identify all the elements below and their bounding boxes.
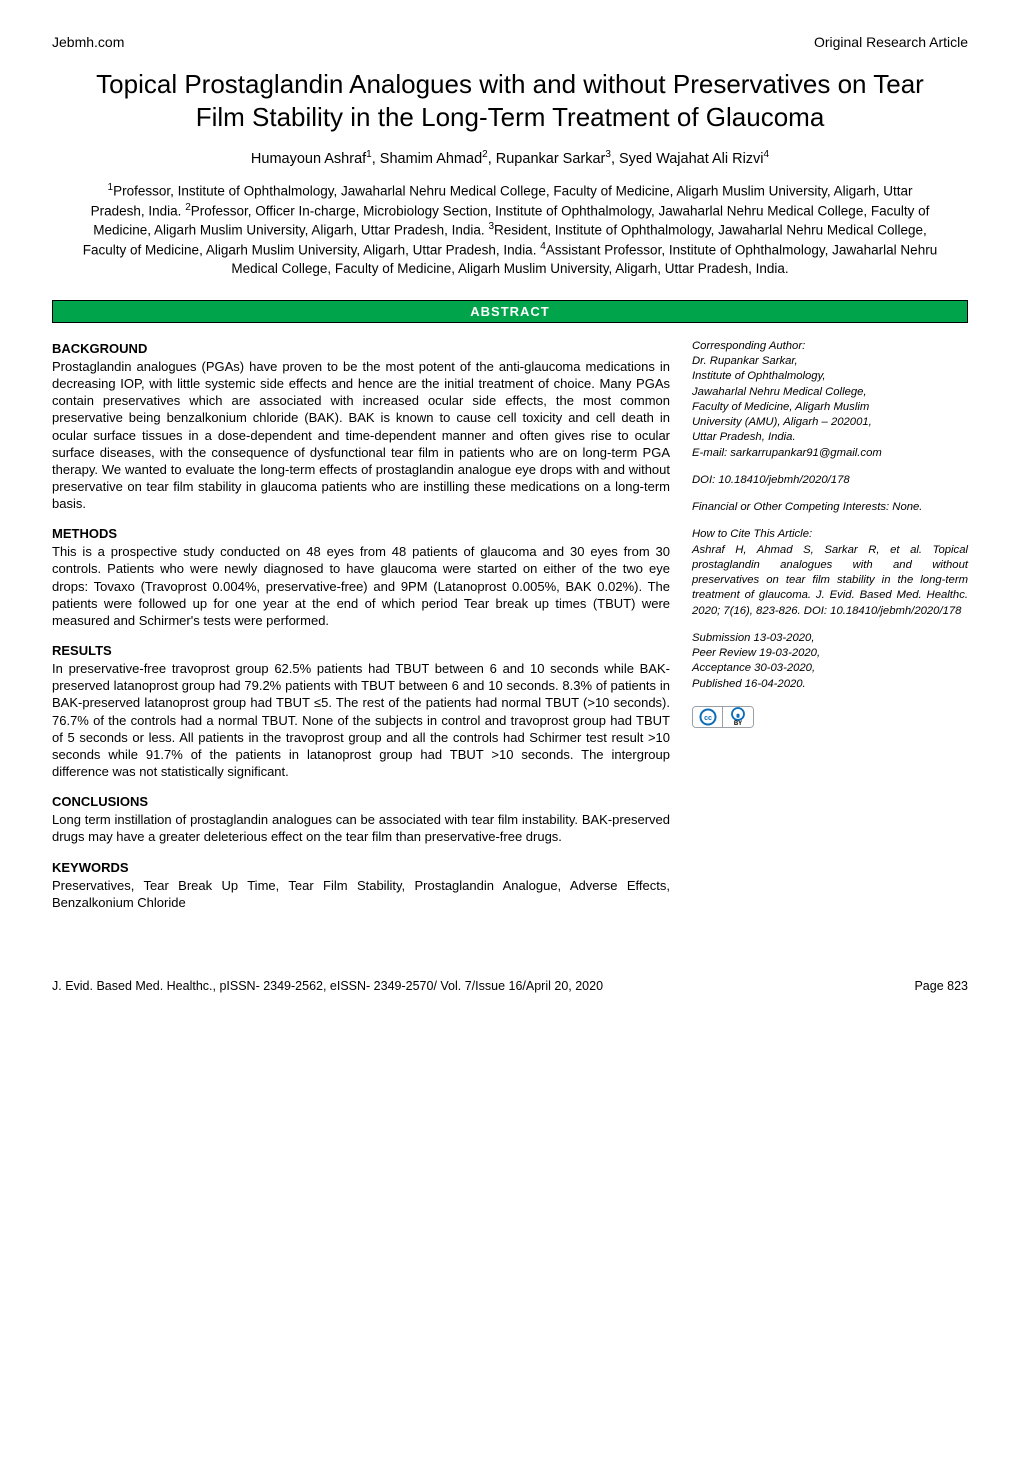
corresponding-author-line: Faculty of Medicine, Aligarh Muslim	[692, 400, 968, 415]
footer-right: Page 823	[914, 979, 968, 993]
date-published: Published 16-04-2020.	[692, 677, 968, 692]
running-header: Jebmh.com Original Research Article	[52, 34, 968, 50]
person-ring-icon	[731, 707, 745, 721]
footer-left: J. Evid. Based Med. Healthc., pISSN- 234…	[52, 979, 603, 993]
section-head-conclusions: CONCLUSIONS	[52, 794, 670, 809]
competing-interests-body: None.	[892, 501, 922, 513]
article-dates: Submission 13-03-2020, Peer Review 19-03…	[692, 631, 968, 692]
authors: Humayoun Ashraf1, Shamim Ahmad2, Rupanka…	[52, 149, 968, 167]
corresponding-author: Corresponding Author: Dr. Rupankar Sarka…	[692, 339, 968, 461]
section-head-background: BACKGROUND	[52, 341, 670, 356]
section-body-results: In preservative-free travoprost group 62…	[52, 660, 670, 780]
page-footer: J. Evid. Based Med. Healthc., pISSN- 234…	[52, 979, 968, 993]
how-to-cite-head: How to Cite This Article:	[692, 527, 968, 542]
section-body-keywords: Preservatives, Tear Break Up Time, Tear …	[52, 877, 670, 911]
corresponding-author-line: Uttar Pradesh, India.	[692, 430, 968, 445]
corresponding-author-line: University (AMU), Aligarh – 202001,	[692, 415, 968, 430]
abstract-banner: ABSTRACT	[52, 300, 968, 323]
two-column-layout: BACKGROUND Prostaglandin analogues (PGAs…	[52, 337, 968, 925]
section-head-results: RESULTS	[52, 643, 670, 658]
corresponding-author-line: E-mail: sarkarrupankar91@gmail.com	[692, 446, 968, 461]
section-head-keywords: KEYWORDS	[52, 860, 670, 875]
corresponding-author-head: Corresponding Author:	[692, 339, 968, 354]
how-to-cite: How to Cite This Article: Ashraf H, Ahma…	[692, 527, 968, 619]
date-submission: Submission 13-03-2020,	[692, 631, 968, 646]
cc-icon: cc	[693, 706, 723, 728]
competing-interests-head: Financial or Other Competing Interests:	[692, 501, 889, 513]
date-peer-review: Peer Review 19-03-2020,	[692, 646, 968, 661]
doi: DOI: 10.18410/jebmh/2020/178	[692, 473, 968, 488]
section-body-conclusions: Long term instillation of prostaglandin …	[52, 811, 670, 845]
date-acceptance: Acceptance 30-03-2020,	[692, 661, 968, 676]
corresponding-author-line: Jawaharlal Nehru Medical College,	[692, 385, 968, 400]
cc-ring-icon: cc	[699, 708, 717, 726]
corresponding-author-line: Dr. Rupankar Sarkar,	[692, 354, 968, 369]
svg-text:cc: cc	[704, 715, 712, 722]
sidebar-column: Corresponding Author: Dr. Rupankar Sarka…	[692, 337, 968, 925]
by-label: BY	[734, 720, 742, 728]
section-head-methods: METHODS	[52, 526, 670, 541]
article-title: Topical Prostaglandin Analogues with and…	[82, 68, 938, 133]
how-to-cite-body: Ashraf H, Ahmad S, Sarkar R, et al. Topi…	[692, 543, 968, 619]
section-body-background: Prostaglandin analogues (PGAs) have prov…	[52, 358, 670, 512]
affiliations: 1Professor, Institute of Ophthalmology, …	[80, 181, 940, 278]
section-body-methods: This is a prospective study conducted on…	[52, 543, 670, 629]
page: Jebmh.com Original Research Article Topi…	[0, 0, 1020, 1033]
by-icon: BY	[723, 706, 753, 728]
header-left: Jebmh.com	[52, 34, 124, 50]
corresponding-author-line: Institute of Ophthalmology,	[692, 369, 968, 384]
header-right: Original Research Article	[814, 34, 968, 50]
abstract-column: BACKGROUND Prostaglandin analogues (PGAs…	[52, 337, 670, 925]
cc-by-badge: cc BY	[692, 706, 754, 728]
competing-interests: Financial or Other Competing Interests: …	[692, 500, 968, 515]
